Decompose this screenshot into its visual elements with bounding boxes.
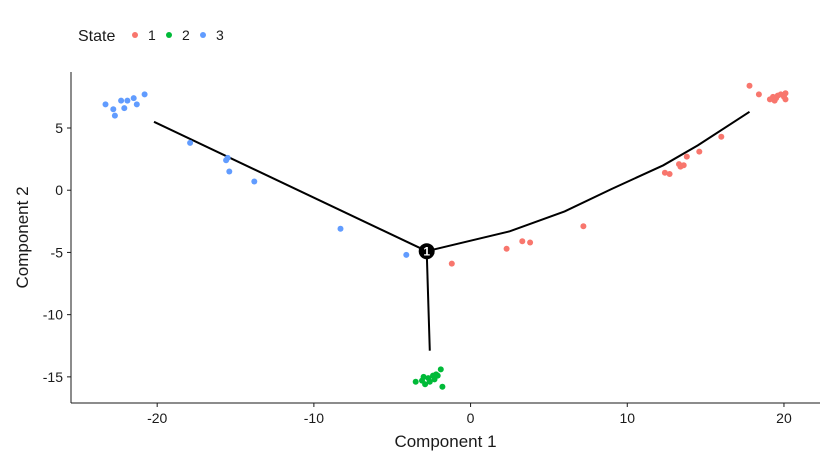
data-point-state-3-7 bbox=[130, 95, 137, 102]
x-tick-label--10: -10 bbox=[304, 410, 324, 426]
trajectory-line-1 bbox=[153, 120, 428, 253]
y-tick-label-0: 0 bbox=[55, 182, 63, 198]
legend-label-state-1: 1 bbox=[148, 27, 156, 43]
data-point-state-2-3 bbox=[422, 381, 429, 388]
data-point-state-3-3 bbox=[111, 112, 118, 119]
data-point-state-3-15 bbox=[337, 225, 344, 232]
data-point-state-1-2 bbox=[503, 245, 510, 252]
data-point-state-1-7 bbox=[666, 171, 673, 177]
legend-label-state-3: 3 bbox=[216, 27, 224, 43]
data-point-state-2-1 bbox=[412, 378, 419, 385]
data-point-state-1-24 bbox=[782, 96, 789, 103]
data-point-state-1-6 bbox=[661, 169, 668, 176]
x-axis-label: Component 1 bbox=[394, 432, 496, 451]
x-tick-label-20: 20 bbox=[776, 410, 792, 426]
data-point-state-3-13 bbox=[226, 168, 233, 175]
data-point-state-2-5 bbox=[426, 378, 433, 385]
legend: State 1 2 3 bbox=[78, 27, 224, 45]
data-point-state-3-14 bbox=[251, 178, 258, 185]
data-point-state-3-10 bbox=[187, 139, 194, 146]
branch-point: 1 bbox=[418, 243, 435, 260]
data-point-state-1-11 bbox=[683, 153, 690, 160]
data-point-state-3-1 bbox=[102, 101, 109, 108]
data-point-state-3-5 bbox=[121, 105, 128, 112]
data-point-state-1-15 bbox=[755, 91, 762, 98]
data-point-state-1-12 bbox=[696, 148, 703, 155]
y-axis-label: Component 2 bbox=[13, 186, 32, 288]
data-point-state-1-1 bbox=[448, 260, 455, 267]
data-point-state-1-13 bbox=[718, 133, 725, 140]
data-point-state-3-2 bbox=[110, 106, 117, 113]
data-point-state-1-5 bbox=[580, 223, 587, 230]
legend-key-state-2 bbox=[166, 32, 172, 38]
branch-point-marker bbox=[418, 243, 435, 260]
data-point-state-1-14 bbox=[746, 82, 753, 89]
legend-label-state-2: 2 bbox=[182, 27, 190, 43]
x-tick-label-10: 10 bbox=[619, 410, 635, 426]
y-tick-label--10: -10 bbox=[43, 307, 63, 323]
legend-title: State bbox=[78, 28, 115, 45]
data-points bbox=[102, 82, 789, 390]
data-point-state-2-10 bbox=[437, 366, 444, 373]
data-point-state-3-9 bbox=[141, 91, 148, 98]
trajectory-line-3 bbox=[425, 251, 431, 351]
trajectory bbox=[153, 110, 751, 351]
legend-key-state-3 bbox=[200, 32, 206, 38]
trajectory-line-2 bbox=[426, 110, 751, 253]
axes: -20 -10 0 10 20 5 0 -5 -10 -15 Component 1 Componen… bbox=[13, 72, 820, 451]
data-point-state-3-16 bbox=[403, 251, 410, 258]
y-tick-label--5: -5 bbox=[51, 244, 64, 260]
y-tick-label--15: -15 bbox=[43, 369, 63, 385]
data-point-state-2-9 bbox=[434, 372, 441, 379]
x-tick-label--20: -20 bbox=[147, 410, 167, 426]
data-point-state-2-11 bbox=[439, 383, 446, 390]
data-point-state-1-10 bbox=[680, 162, 687, 169]
data-point-state-1-4 bbox=[527, 239, 534, 246]
data-point-state-1-3 bbox=[519, 238, 526, 245]
data-point-state-3-6 bbox=[124, 97, 131, 104]
branch-point-label: 1 bbox=[423, 245, 430, 259]
data-point-state-1-23 bbox=[782, 90, 789, 97]
y-tick-label-5: 5 bbox=[55, 120, 63, 136]
data-point-state-3-12 bbox=[224, 154, 231, 161]
x-tick-label-0: 0 bbox=[467, 410, 475, 426]
legend-key-state-1 bbox=[132, 32, 138, 38]
data-point-state-2-12 bbox=[420, 373, 427, 380]
data-point-state-3-4 bbox=[118, 97, 125, 104]
data-point-state-3-8 bbox=[133, 101, 140, 108]
